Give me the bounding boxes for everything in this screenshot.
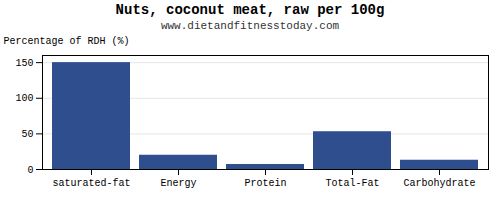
html-text:www.dietandfitnesstoday.com: www.dietandfitnesstoday.com <box>160 20 340 32</box>
svg-text:Energy: Energy <box>160 178 196 189</box>
svg-text:0: 0 <box>27 165 33 176</box>
svg-text:saturated-fat: saturated-fat <box>52 178 130 189</box>
html-text:Nuts, coconut meat, raw per 10: Nuts, coconut meat, raw per 100g <box>115 2 385 18</box>
svg-text:100: 100 <box>15 93 33 104</box>
svg-text:Total-Fat: Total-Fat <box>325 178 379 189</box>
svg-text:150: 150 <box>15 58 33 69</box>
svg-text:Protein: Protein <box>244 178 286 189</box>
svg-text:Percentage of RDH (%): Percentage of RDH (%) <box>4 36 130 47</box>
svg-text:Carbohydrate: Carbohydrate <box>403 178 475 189</box>
svg-text:50: 50 <box>21 129 33 140</box>
